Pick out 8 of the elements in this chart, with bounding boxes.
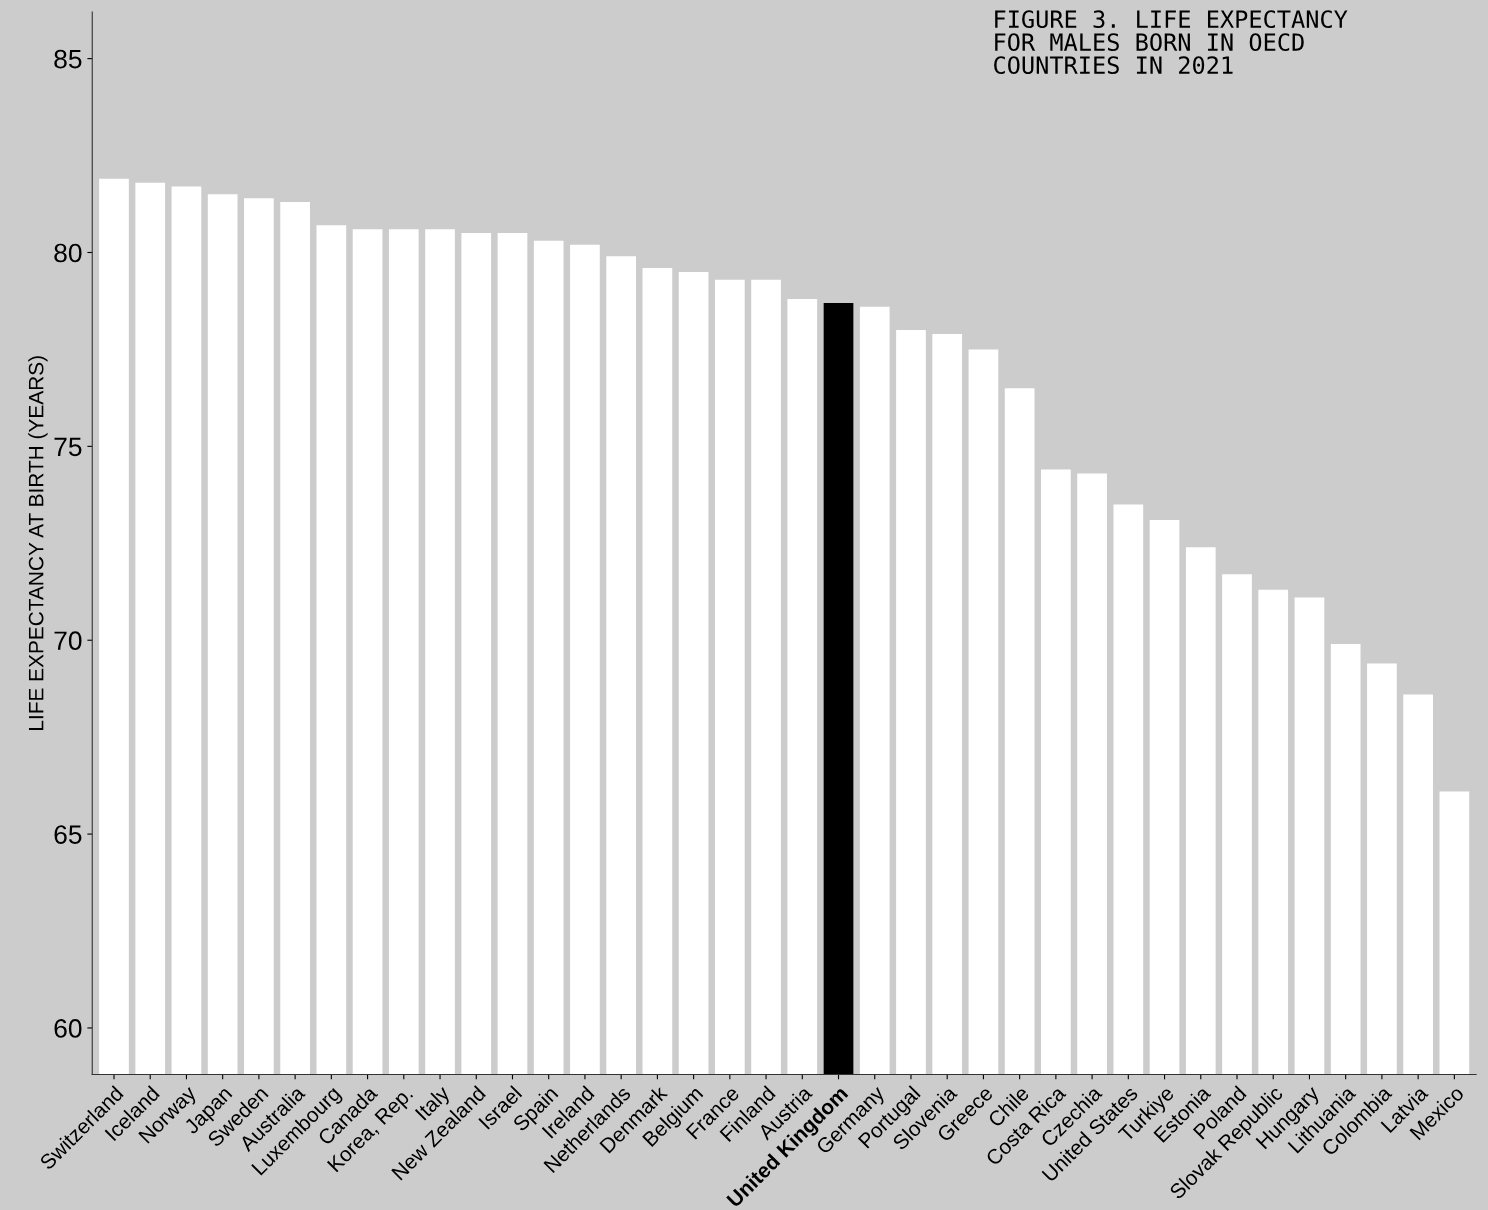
y-tick-label: 70 bbox=[54, 631, 82, 651]
y-tick-label: 65 bbox=[54, 825, 82, 844]
y-tick-label: 60 bbox=[54, 1019, 82, 1038]
text: FIGURE 3. LIFE EXPECTANCY FOR MALES BORN IN OECD COUNTRIES IN 2021 bbox=[994, 10, 1348, 75]
y-tick-label: 85 bbox=[54, 49, 82, 69]
y-tick-label: 75 bbox=[54, 437, 82, 457]
y-tick-label: 80 bbox=[54, 243, 82, 263]
y-axis-title: LIFE EXPECTANCY AT BIRTH (YEARS) bbox=[28, 356, 48, 730]
